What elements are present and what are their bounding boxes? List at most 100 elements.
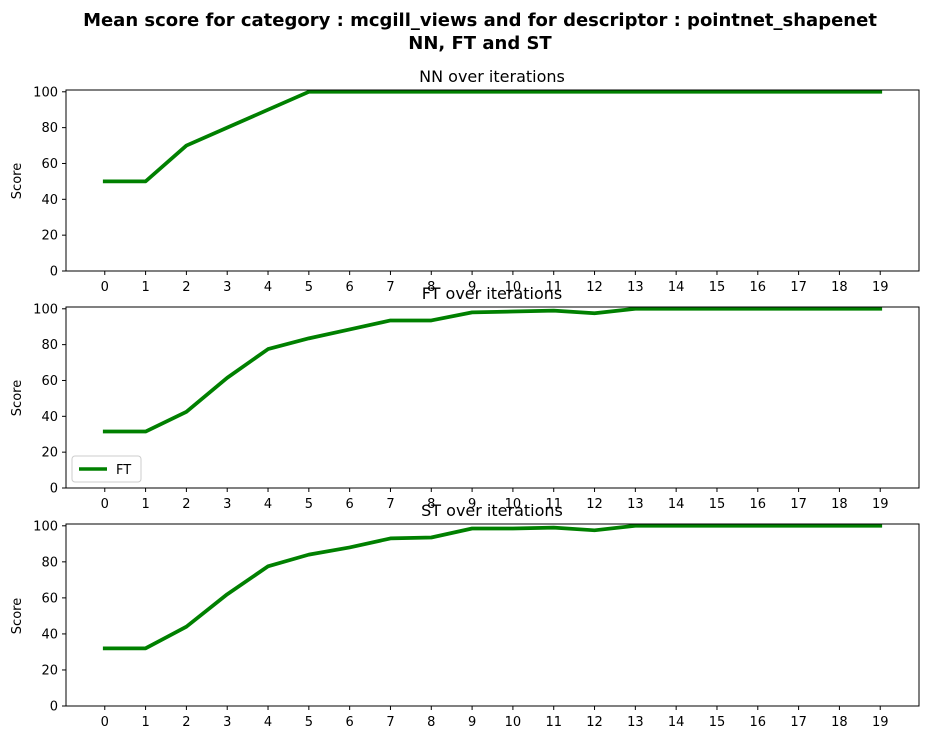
x-tick-label: 18 <box>831 715 848 730</box>
x-tick-label: 15 <box>709 280 726 295</box>
y-tick-label: 80 <box>41 338 58 353</box>
series-line <box>102 89 883 184</box>
legend-entry-label: FT <box>116 463 131 478</box>
x-tick-label: 1 <box>141 497 149 512</box>
series-line <box>102 523 883 651</box>
x-tick-label: 11 <box>545 715 562 730</box>
x-tick-label: 17 <box>790 280 807 295</box>
y-tick-label: 0 <box>50 482 58 497</box>
x-tick-label: 6 <box>346 715 354 730</box>
x-tick-label: 13 <box>627 280 644 295</box>
x-tick-label: 14 <box>668 497 685 512</box>
x-tick-label: 6 <box>346 497 354 512</box>
y-tick-label: 0 <box>50 265 58 280</box>
subplot-title: NN over iterations <box>419 67 565 86</box>
x-tick-label: 4 <box>264 280 272 295</box>
x-tick-label: 2 <box>182 280 190 295</box>
x-tick-label: 12 <box>586 280 603 295</box>
x-tick-label: 9 <box>468 497 476 512</box>
x-tick-label: 3 <box>223 280 231 295</box>
y-axis-label: Score <box>10 598 25 634</box>
x-tick-label: 0 <box>101 497 109 512</box>
x-tick-label: 7 <box>386 497 394 512</box>
x-tick-label: 0 <box>101 715 109 730</box>
y-axis-label: Score <box>10 380 25 416</box>
x-tick-label: 8 <box>427 497 435 512</box>
y-tick-label: 20 <box>41 229 58 244</box>
x-tick-label: 17 <box>790 497 807 512</box>
x-tick-label: 11 <box>545 280 562 295</box>
y-tick-label: 100 <box>33 302 58 317</box>
y-tick-label: 80 <box>41 121 58 136</box>
y-tick-label: 100 <box>33 519 58 534</box>
x-tick-label: 5 <box>305 715 313 730</box>
x-tick-label: 13 <box>627 497 644 512</box>
subplot-title: ST over iterations <box>421 501 563 520</box>
x-tick-label: 2 <box>182 715 190 730</box>
x-tick-label: 16 <box>750 497 767 512</box>
x-tick-label: 16 <box>750 280 767 295</box>
x-tick-label: 18 <box>831 497 848 512</box>
x-tick-label: 12 <box>586 715 603 730</box>
x-tick-label: 13 <box>627 715 644 730</box>
x-tick-label: 9 <box>468 280 476 295</box>
y-tick-label: 40 <box>41 627 58 642</box>
x-tick-label: 8 <box>427 280 435 295</box>
x-tick-label: 11 <box>545 497 562 512</box>
x-tick-label: 19 <box>872 497 889 512</box>
x-tick-label: 15 <box>709 715 726 730</box>
y-tick-label: 0 <box>50 700 58 715</box>
x-tick-label: 1 <box>141 280 149 295</box>
x-tick-label: 5 <box>305 280 313 295</box>
x-tick-label: 9 <box>468 715 476 730</box>
y-tick-label: 60 <box>41 591 58 606</box>
y-tick-label: 80 <box>41 555 58 570</box>
series-line <box>102 306 883 434</box>
figure-title-line-1: Mean score for category : mcgill_views a… <box>83 10 877 31</box>
x-tick-label: 16 <box>750 715 767 730</box>
x-tick-label: 12 <box>586 497 603 512</box>
y-axis-label: Score <box>10 163 25 199</box>
x-tick-label: 17 <box>790 715 807 730</box>
axes-frame <box>65 306 920 489</box>
x-tick-label: 1 <box>141 715 149 730</box>
x-tick-label: 4 <box>264 497 272 512</box>
y-tick-label: 40 <box>41 410 58 425</box>
x-tick-label: 10 <box>505 497 522 512</box>
x-tick-label: 8 <box>427 715 435 730</box>
x-tick-label: 3 <box>223 715 231 730</box>
figure-title-line-2: NN, FT and ST <box>408 33 552 54</box>
x-tick-label: 7 <box>386 280 394 295</box>
subplot-title: FT over iterations <box>422 284 562 303</box>
x-tick-label: 14 <box>668 715 685 730</box>
x-tick-label: 10 <box>505 715 522 730</box>
y-tick-label: 100 <box>33 85 58 100</box>
x-tick-label: 4 <box>264 715 272 730</box>
y-tick-label: 20 <box>41 446 58 461</box>
x-tick-label: 18 <box>831 280 848 295</box>
y-tick-label: 60 <box>41 374 58 389</box>
x-tick-label: 0 <box>101 280 109 295</box>
legend: FT <box>71 455 142 483</box>
x-tick-label: 2 <box>182 497 190 512</box>
y-tick-label: 60 <box>41 157 58 172</box>
x-tick-label: 6 <box>346 280 354 295</box>
axes-frame <box>65 89 920 272</box>
x-tick-label: 3 <box>223 497 231 512</box>
x-tick-label: 7 <box>386 715 394 730</box>
y-tick-label: 40 <box>41 193 58 208</box>
x-tick-label: 5 <box>305 497 313 512</box>
x-tick-label: 14 <box>668 280 685 295</box>
axes-frame <box>65 523 920 707</box>
x-tick-label: 19 <box>872 715 889 730</box>
x-tick-label: 15 <box>709 497 726 512</box>
y-tick-label: 20 <box>41 663 58 678</box>
